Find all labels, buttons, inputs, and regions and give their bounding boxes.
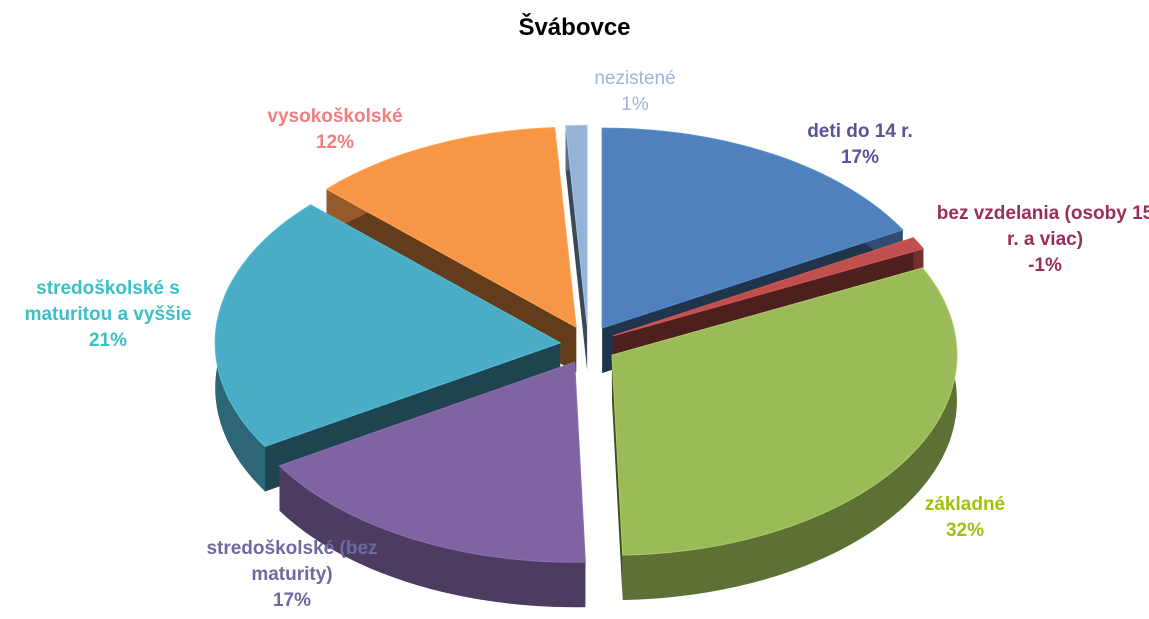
label-value: -1% bbox=[1028, 255, 1062, 276]
label-value: 32% bbox=[945, 520, 985, 541]
slice-wall bbox=[279, 465, 586, 608]
data-label: nezistené 1% bbox=[560, 66, 710, 118]
slice bbox=[278, 361, 586, 563]
label-name: stredoškolské (bez maturity) bbox=[206, 538, 378, 585]
data-label: bez vzdelania (osoby 15 r. a viac) -1% bbox=[930, 201, 1149, 279]
data-label: stredoškolské s maturitou a vyššie 21% bbox=[0, 276, 218, 354]
slice-side bbox=[565, 125, 588, 371]
data-label: vysokoškolské 12% bbox=[235, 104, 435, 156]
label-value: 1% bbox=[621, 94, 649, 115]
data-label: stredoškolské (bez maturity) 17% bbox=[177, 536, 407, 614]
label-name: základné bbox=[924, 494, 1006, 515]
slice bbox=[325, 127, 577, 329]
label-name: stredoškolské s maturitou a vyššie bbox=[24, 278, 192, 325]
slice bbox=[611, 267, 958, 556]
data-label: deti do 14 r. 17% bbox=[750, 119, 970, 171]
label-name: deti do 14 r. bbox=[807, 121, 913, 142]
slice bbox=[612, 237, 925, 337]
label-name: vysokoškolské bbox=[267, 106, 403, 127]
label-value: 17% bbox=[272, 590, 312, 611]
data-label: základné 32% bbox=[865, 492, 1065, 544]
slice bbox=[601, 127, 904, 329]
label-value: 21% bbox=[88, 330, 128, 351]
label-value: 12% bbox=[315, 132, 355, 153]
slice bbox=[565, 124, 588, 326]
chart-title: Švábovce bbox=[518, 14, 631, 41]
label-value: 17% bbox=[840, 147, 880, 168]
slice-side bbox=[611, 355, 623, 601]
label-name: bez vzdelania (osoby 15 r. a viac) bbox=[936, 203, 1149, 250]
slice-wall bbox=[622, 267, 957, 601]
label-name: nezistené bbox=[594, 68, 676, 89]
slice bbox=[214, 204, 562, 448]
